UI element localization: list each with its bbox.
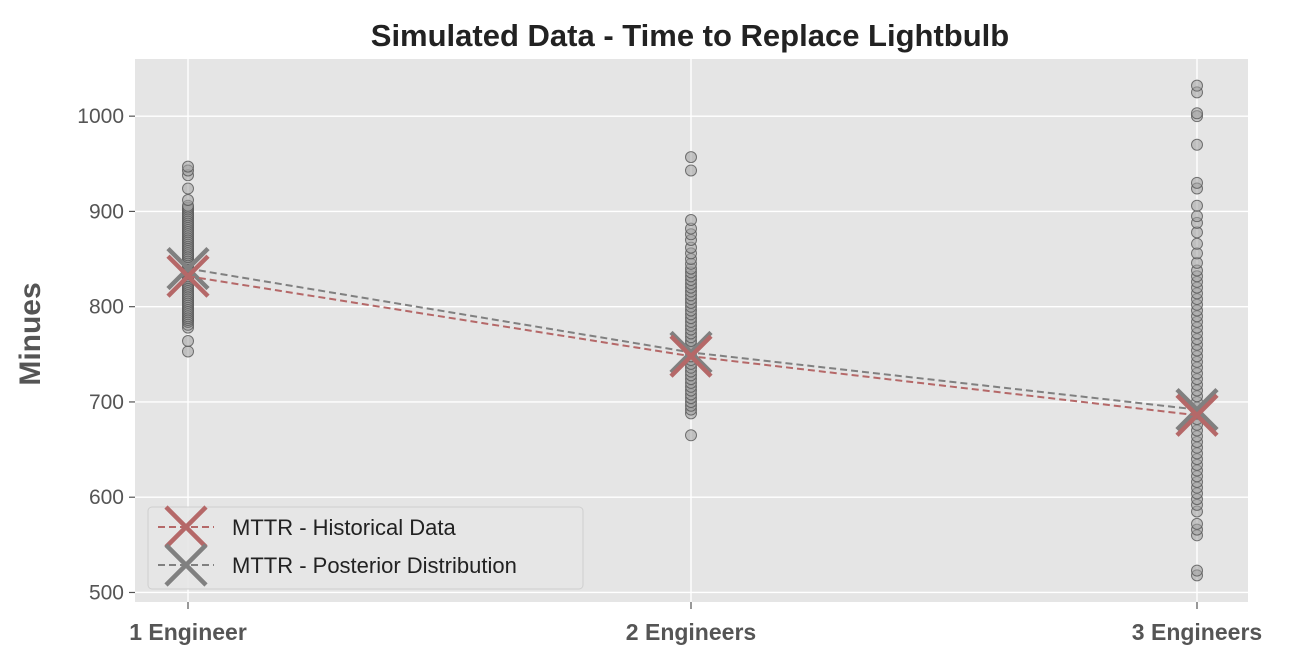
scatter-point — [1191, 517, 1203, 530]
scatter-point — [1191, 564, 1203, 577]
x-tick-label: 3 Engineers — [1132, 619, 1262, 645]
legend-marker — [164, 543, 208, 587]
series-marker — [166, 254, 210, 298]
series-historical — [166, 254, 1219, 437]
y-tick-label: 500 — [89, 581, 124, 604]
scatter-point — [182, 345, 194, 358]
y-tick-label: 900 — [89, 200, 124, 223]
legend-label: MTTR - Historical Data — [232, 515, 456, 540]
series-posterior — [166, 246, 1219, 432]
series-marker — [1175, 393, 1219, 437]
scatter-point — [1191, 79, 1203, 92]
x-tick-label: 1 Engineer — [129, 619, 247, 645]
legend-box — [147, 506, 584, 590]
y-tick-label: 800 — [89, 296, 124, 319]
legend: MTTR - Historical Data MTTR - Posterior D… — [147, 505, 584, 590]
scatter-point — [1191, 199, 1203, 212]
scatter-point — [1191, 138, 1203, 151]
y-tick-label: 700 — [89, 391, 124, 414]
chart-title: Simulated Data - Time to Replace Lightbu… — [371, 18, 1009, 53]
legend-marker — [164, 505, 208, 549]
x-tick-label: 2 Engineers — [626, 619, 756, 645]
scatter-point — [182, 182, 194, 195]
scatter-point — [182, 334, 194, 347]
scatter-point — [685, 151, 697, 164]
scatter-point — [1191, 237, 1203, 250]
series-marker — [166, 246, 210, 291]
scatter-point — [1191, 210, 1203, 223]
series-marker — [669, 330, 713, 375]
y-tick-label: 1000 — [77, 105, 124, 128]
y-tick-label: 600 — [89, 486, 124, 509]
scatter-point — [1191, 107, 1203, 120]
scatter-point — [182, 193, 194, 206]
scatter-point — [182, 160, 194, 173]
series-marker — [1175, 387, 1219, 432]
legend-label: MTTR - Posterior Distribution — [232, 553, 517, 578]
scatter-point — [685, 213, 697, 226]
y-axis-label: Minues — [14, 282, 47, 385]
series-marker — [669, 334, 713, 378]
scatter-point — [685, 164, 697, 177]
scatter-point — [1191, 176, 1203, 189]
scatter-point — [685, 429, 697, 442]
